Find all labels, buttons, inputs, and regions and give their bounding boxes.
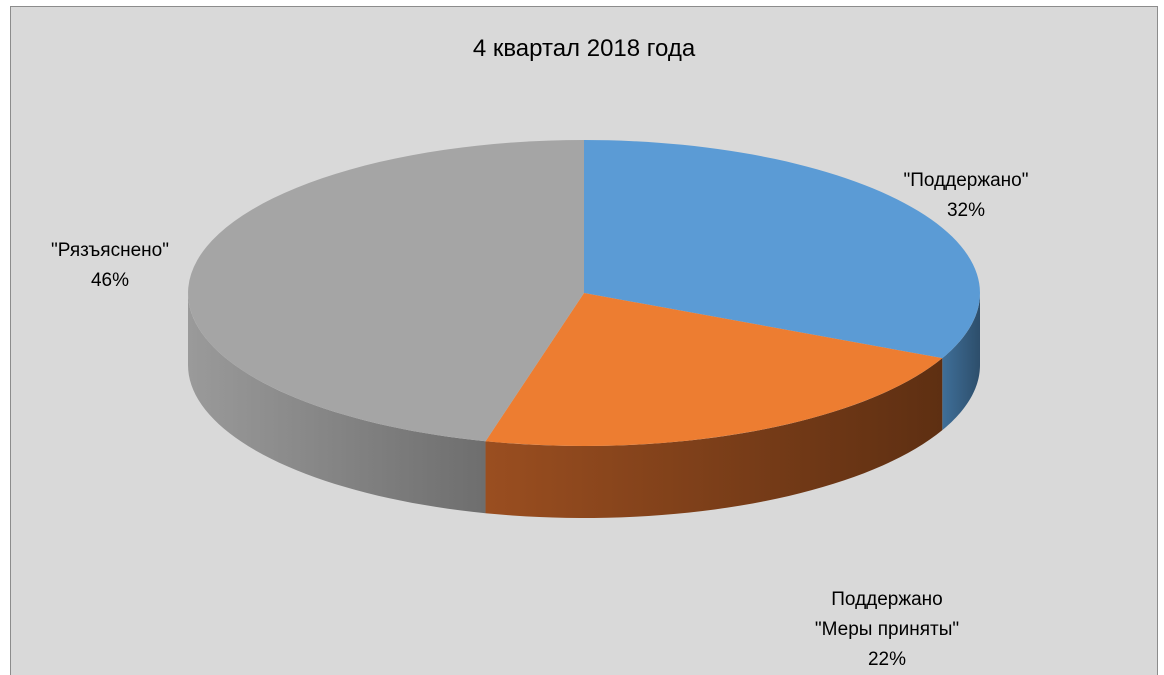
data-label-2: "Рязъяснено" 46% [51,240,169,291]
data-label-0: "Поддержано" 32% [904,170,1029,221]
pie-side-1 [485,358,943,518]
pie-sides [188,293,980,518]
chart-title: 4 квартал 2018 года [472,35,696,62]
pie-slice-1 [485,293,943,446]
pie-side-2 [188,293,486,514]
pie-slice-0 [584,140,980,359]
pie-labels: "Поддержано" 32% Поддержано "Меры приняты" 2… [51,170,1028,670]
pie-side-0 [942,293,980,431]
data-label-1: Поддержано "Меры приняты" 22% [815,589,959,670]
pie-tops [188,140,980,446]
pie-slice-2 [188,140,585,442]
